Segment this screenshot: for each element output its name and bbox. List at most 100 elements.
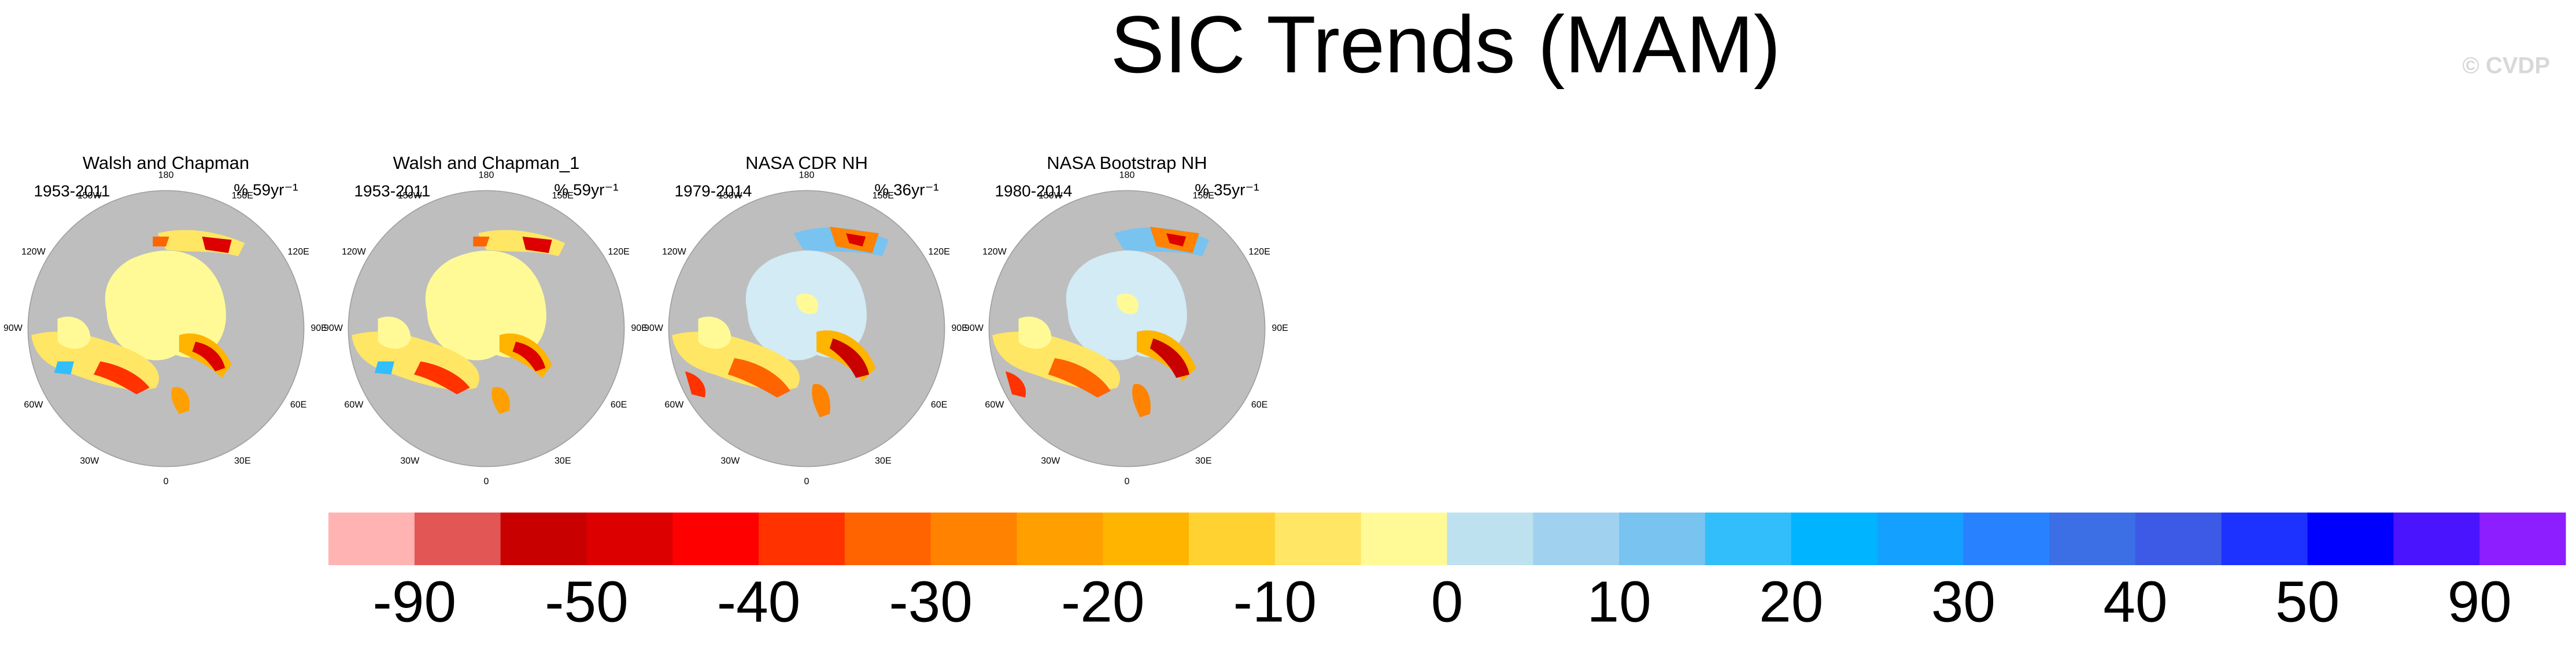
longitude-label: 120E bbox=[287, 247, 309, 257]
panel-title: NASA Bootstrap NH bbox=[1047, 153, 1207, 173]
colorbar-box bbox=[500, 513, 587, 565]
longitude-label: 60W bbox=[985, 400, 1004, 410]
colorbar-box bbox=[1103, 513, 1189, 565]
colorbar-box bbox=[414, 513, 501, 565]
colorbar-label: -50 bbox=[545, 569, 629, 634]
colorbar-box bbox=[1533, 513, 1620, 565]
map-panel: NASA CDR NH 1979-2014 % 36yr⁻¹ 0 30E 60E 90E 12… bbox=[644, 153, 968, 486]
longitude-label: 120E bbox=[608, 247, 629, 257]
longitude-label: 120W bbox=[342, 247, 367, 257]
colorbar-box bbox=[1274, 513, 1362, 565]
colorbar-label: 50 bbox=[2275, 569, 2340, 634]
longitude-label: 90W bbox=[324, 323, 343, 333]
longitude-label: 60W bbox=[664, 400, 684, 410]
colorbar-box bbox=[2221, 513, 2308, 565]
longitude-label: 60E bbox=[611, 400, 627, 410]
longitude-label: 120W bbox=[662, 247, 687, 257]
longitude-label: 120W bbox=[982, 247, 1007, 257]
colorbar-label: -30 bbox=[889, 569, 973, 634]
longitude-label: 150W bbox=[398, 191, 423, 201]
longitude-label: 150E bbox=[552, 191, 574, 201]
colorbar-label: 40 bbox=[2103, 569, 2167, 634]
panel-period: 1953-2011 bbox=[34, 182, 110, 200]
polar-map bbox=[659, 180, 954, 476]
longitude-label: 60E bbox=[1251, 400, 1267, 410]
panel-title: NASA CDR NH bbox=[745, 153, 868, 173]
longitude-label: 120W bbox=[21, 247, 46, 257]
longitude-label: 30W bbox=[720, 456, 740, 466]
longitude-label: 0 bbox=[804, 477, 810, 486]
colorbar-box bbox=[1189, 513, 1276, 565]
longitude-label: 150E bbox=[232, 191, 253, 201]
colorbar-box bbox=[930, 513, 1017, 565]
colorbar-box bbox=[1877, 513, 1964, 565]
panel-period: 1980-2014 bbox=[995, 182, 1072, 200]
colorbar-label: -90 bbox=[373, 569, 457, 634]
colorbar-label: 90 bbox=[2448, 569, 2512, 634]
longitude-label: 30E bbox=[875, 456, 891, 466]
colorbar-box bbox=[328, 513, 415, 565]
longitude-label: 60W bbox=[24, 400, 43, 410]
colorbar-label: 30 bbox=[1931, 569, 1995, 634]
longitude-label: 150E bbox=[1193, 191, 1214, 201]
colorbar-box bbox=[1705, 513, 1792, 565]
colorbar-label: -40 bbox=[717, 569, 801, 634]
longitude-label: 180 bbox=[799, 171, 815, 180]
colorbar-label: -20 bbox=[1061, 569, 1145, 634]
longitude-label: 90E bbox=[1272, 323, 1288, 333]
longitude-label: 60E bbox=[931, 400, 947, 410]
colorbar-box bbox=[1017, 513, 1103, 565]
longitude-label: 30E bbox=[555, 456, 571, 466]
panel-period: 1953-2011 bbox=[354, 182, 430, 200]
colorbar-box bbox=[2479, 513, 2566, 565]
colorbar-box bbox=[1791, 513, 1878, 565]
panel-trend: % 36yr⁻¹ bbox=[874, 180, 938, 198]
colorbar-box bbox=[1619, 513, 1706, 565]
longitude-label: 30W bbox=[1041, 456, 1060, 466]
polar-map bbox=[338, 180, 634, 476]
longitude-label: 0 bbox=[484, 477, 489, 486]
longitude-label: 150E bbox=[873, 191, 894, 201]
colorbar-box bbox=[1361, 513, 1447, 565]
longitude-label: 90E bbox=[951, 323, 967, 333]
longitude-label: 30E bbox=[1195, 456, 1211, 466]
longitude-label: 150W bbox=[77, 191, 102, 201]
map-panel: Walsh and Chapman_1 1953-2011 % 59yr⁻¹ 0 30E… bbox=[324, 153, 648, 486]
panel-title: Walsh and Chapman_1 bbox=[393, 153, 580, 173]
panel-trend: % 35yr⁻¹ bbox=[1195, 180, 1259, 198]
longitude-label: 30E bbox=[234, 456, 250, 466]
colorbar-box bbox=[844, 513, 932, 565]
longitude-label: 180 bbox=[1119, 171, 1135, 180]
colorbar-box bbox=[672, 513, 759, 565]
colorbar-box bbox=[2135, 513, 2222, 565]
longitude-label: 90E bbox=[631, 323, 647, 333]
colorbar-label: 10 bbox=[1587, 569, 1651, 634]
polar-map bbox=[979, 180, 1274, 476]
colorbar-box bbox=[2049, 513, 2136, 565]
longitude-label: 180 bbox=[479, 171, 494, 180]
longitude-label: 90E bbox=[311, 323, 327, 333]
colorbar-label: 0 bbox=[1431, 569, 1463, 634]
colorbar-box bbox=[759, 513, 845, 565]
watermark: © CVDP bbox=[2462, 53, 2550, 79]
colorbar-box bbox=[1447, 513, 1533, 565]
longitude-label: 0 bbox=[164, 477, 169, 486]
figure-title: SIC Trends (MAM) bbox=[1110, 0, 1780, 90]
colorbar-box bbox=[2393, 513, 2480, 565]
polar-map bbox=[18, 180, 313, 476]
panel-trend: % 59yr⁻¹ bbox=[554, 180, 618, 198]
longitude-label: 120E bbox=[928, 247, 949, 257]
panel-period: 1979-2014 bbox=[674, 182, 752, 200]
longitude-label: 150W bbox=[1038, 191, 1063, 201]
longitude-label: 120E bbox=[1248, 247, 1270, 257]
longitude-label: 30W bbox=[400, 456, 420, 466]
colorbar-box bbox=[1963, 513, 2050, 565]
longitude-label: 90W bbox=[3, 323, 23, 333]
panel-title: Walsh and Chapman bbox=[83, 153, 249, 173]
longitude-label: 90W bbox=[644, 323, 664, 333]
colorbar-label: -10 bbox=[1233, 569, 1317, 634]
longitude-label: 180 bbox=[158, 171, 174, 180]
map-panel: NASA Bootstrap NH 1980-2014 % 35yr⁻¹ 0 30E 60… bbox=[964, 153, 1288, 486]
